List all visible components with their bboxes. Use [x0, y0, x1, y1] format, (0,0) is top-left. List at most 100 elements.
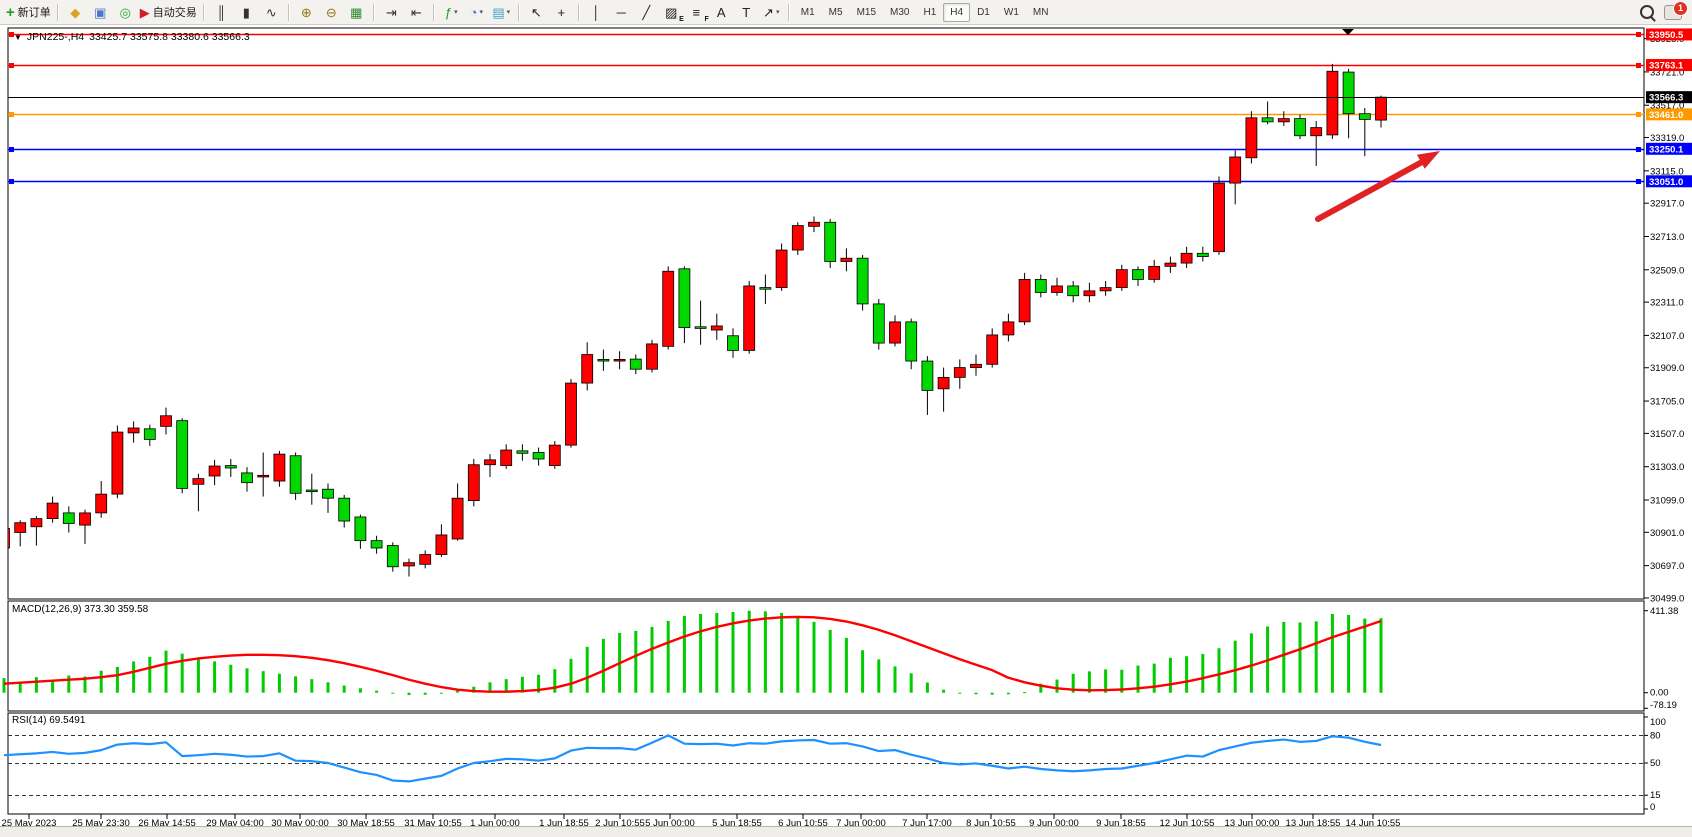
- level-handle[interactable]: [9, 63, 14, 68]
- tf-h1-button[interactable]: H1: [923, 6, 937, 18]
- price-flag: [1646, 28, 1692, 41]
- fibonacci-sub-label: F: [704, 15, 709, 23]
- macd-bar: [828, 629, 832, 693]
- cursor-button[interactable]: ↖: [524, 2, 549, 23]
- candle-body: [95, 493, 108, 514]
- candle-body: [192, 478, 205, 485]
- macd-bar: [1330, 613, 1334, 693]
- trend-arrow[interactable]: [1315, 159, 1425, 222]
- collapse-icon[interactable]: ▼: [14, 32, 22, 42]
- price-flag-label: 33763.1: [1649, 61, 1684, 72]
- level-handle[interactable]: [9, 179, 14, 184]
- price-flag: [1646, 175, 1692, 188]
- candle-body: [403, 562, 415, 567]
- macd-bar: [861, 650, 865, 693]
- zoom-out-icon: ⊖: [325, 4, 337, 20]
- macd-bar: [634, 630, 638, 693]
- tf-m15-button[interactable]: M15: [856, 6, 877, 18]
- bar-chart-mode-button[interactable]: ║: [209, 2, 234, 23]
- signals-button[interactable]: ◎: [113, 2, 138, 23]
- tile-windows-button[interactable]: ▦: [344, 2, 369, 23]
- chevron-down-icon: ▾: [454, 9, 458, 16]
- rsi-tick-label: 100: [1650, 717, 1666, 728]
- level-handle[interactable]: [1636, 32, 1641, 37]
- level-handle[interactable]: [1636, 147, 1641, 152]
- tf-m30-button[interactable]: M30: [890, 6, 910, 18]
- price-tick-label: 30697.0: [1650, 561, 1684, 572]
- text-label-button[interactable]: T: [734, 2, 759, 23]
- chart-shift-button[interactable]: ⇤: [404, 2, 429, 23]
- macd-bar: [974, 692, 978, 695]
- level-handle[interactable]: [9, 147, 14, 152]
- level-handle[interactable]: [1636, 63, 1641, 68]
- candle-body: [694, 326, 707, 329]
- indicators-button[interactable]: ƒ ▾: [439, 2, 464, 23]
- new-order-button[interactable]: + 新订单: [4, 2, 53, 23]
- chart-shift-marker[interactable]: [1342, 29, 1354, 35]
- macd-bar: [585, 646, 589, 693]
- level-handle[interactable]: [9, 32, 14, 37]
- time-axis[interactable]: 25 May 2023 25 May 23:30 26 May 14:55 29 Ma…: [2, 814, 1401, 829]
- data-window-button[interactable]: ▣: [88, 2, 113, 23]
- toolbar-separator: [787, 3, 790, 21]
- periods-icon: ◔: [469, 4, 478, 20]
- templates-button[interactable]: ▤ ▾: [489, 2, 514, 23]
- macd-bar: [1347, 614, 1351, 693]
- arrows-button[interactable]: ↗ ▾: [759, 2, 784, 23]
- candle-body: [646, 343, 658, 370]
- auto-trading-button[interactable]: ▶ 自动交易: [138, 2, 199, 23]
- chevron-down-icon: ▾: [479, 9, 483, 16]
- chat-button[interactable]: 1: [1664, 0, 1688, 20]
- candle-body: [322, 488, 334, 499]
- tf-m1-button[interactable]: M1: [800, 6, 815, 18]
- chart-canvas: 33925.033721.033517.033319.033115.032917…: [2, 27, 1692, 829]
- vertical-line-button[interactable]: │: [584, 2, 609, 23]
- periods-button[interactable]: ◔ ▾: [464, 2, 489, 23]
- trend-line-icon: ╱: [642, 4, 651, 20]
- level-handle[interactable]: [9, 112, 14, 117]
- macd-bar: [553, 669, 557, 693]
- zoom-in-button[interactable]: ⊕: [294, 2, 319, 23]
- search-icon[interactable]: [1640, 5, 1654, 19]
- macd-bar: [666, 620, 670, 693]
- trend-line-button[interactable]: ╱: [634, 2, 659, 23]
- toolbar-separator: [202, 3, 205, 21]
- macd-bar: [731, 611, 735, 693]
- candle-body: [370, 540, 383, 549]
- text-button[interactable]: A: [709, 2, 734, 23]
- auto-scroll-button[interactable]: ⇥: [379, 2, 404, 23]
- macd-bar: [67, 675, 71, 693]
- main-panel: [7, 27, 1645, 600]
- market-watch-button[interactable]: ◆: [63, 2, 88, 23]
- candle-body: [1342, 71, 1355, 115]
- text-label-icon: T: [742, 4, 751, 20]
- equidistant-channel-button[interactable]: ▨ E: [659, 2, 684, 23]
- time-label: 26 May 14:55: [138, 818, 196, 829]
- level-handle[interactable]: [1636, 179, 1641, 184]
- tf-h4-button[interactable]: H4: [943, 2, 971, 22]
- new-order-icon: +: [6, 3, 15, 21]
- candle-body: [1115, 269, 1128, 288]
- tf-m5-button[interactable]: M5: [828, 6, 843, 18]
- macd-bar: [488, 682, 492, 693]
- candle-body: [1196, 252, 1209, 257]
- horizontal-line-button[interactable]: ─: [609, 2, 634, 23]
- macd-bar: [990, 692, 994, 695]
- macd-signal-line: [3, 615, 1382, 693]
- crosshair-button[interactable]: +: [549, 2, 574, 23]
- trend-arrow-head[interactable]: [1416, 151, 1440, 169]
- candlestick-mode-button[interactable]: ▮: [234, 2, 259, 23]
- candle-body: [1326, 70, 1339, 136]
- zoom-out-button[interactable]: ⊖: [319, 2, 344, 23]
- macd-bar: [780, 612, 784, 693]
- price-tick-label: 33517.0: [1650, 101, 1684, 112]
- level-handle[interactable]: [1636, 112, 1641, 117]
- macd-bar: [1363, 618, 1367, 693]
- fibonacci-button[interactable]: ≡ F: [684, 2, 709, 23]
- line-chart-mode-button[interactable]: ∿: [259, 2, 284, 23]
- macd-series: [2, 610, 1383, 696]
- tf-d1-button[interactable]: D1: [977, 6, 990, 18]
- price-flag: [1646, 59, 1692, 72]
- tf-mn-button[interactable]: MN: [1032, 6, 1049, 18]
- tf-w1-button[interactable]: W1: [1003, 6, 1019, 18]
